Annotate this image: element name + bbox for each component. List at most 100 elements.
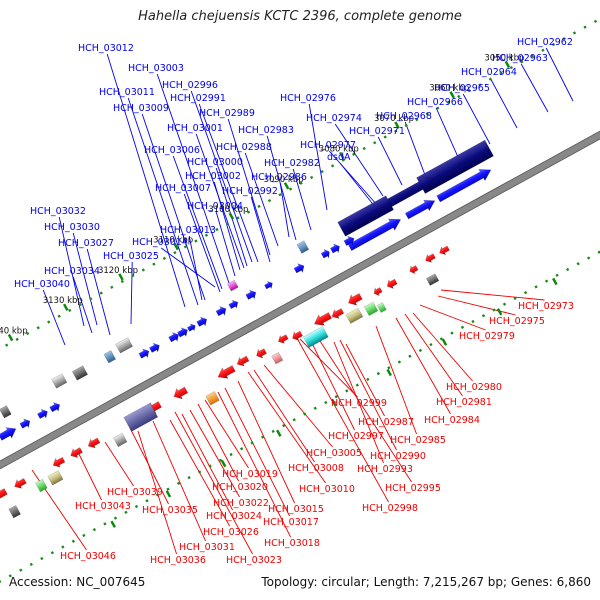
gene-label-minus: HCH_03046 [60, 551, 116, 562]
leader-line [435, 107, 459, 158]
gene-feature-arrow [404, 199, 436, 220]
scale-dot [166, 487, 170, 491]
leader-line [181, 413, 233, 511]
gene-label-plus: HCH_02989 [199, 108, 255, 119]
scale-dot [162, 256, 167, 261]
scale-dot [99, 291, 103, 295]
scale-dot [225, 222, 230, 226]
scale-dot [194, 239, 198, 243]
gene-label-minus: HCH_02993 [357, 464, 413, 475]
gene-feature-arrow [228, 299, 239, 310]
scale-dot [324, 400, 328, 405]
scale-dot [499, 71, 503, 76]
scale-dot [572, 31, 577, 35]
gene-label-plus: HCH_02977 [300, 140, 356, 151]
scale-dot [197, 470, 202, 474]
kbp-tick [173, 242, 179, 251]
scale-dot [236, 216, 240, 220]
scale-dot [541, 48, 545, 52]
gene-feature-arrow [217, 365, 236, 379]
gene-feature-arrow [215, 306, 227, 317]
scale-dot [576, 262, 580, 266]
scale-dot [345, 389, 349, 393]
gene-feature-arrow [313, 312, 333, 326]
gene-feature-arrow [386, 278, 398, 289]
gene-feature-arrow [385, 177, 435, 208]
scale-dot [261, 435, 265, 439]
gene-label-minus: HCH_02987 [358, 417, 414, 428]
scale-dot [471, 319, 475, 324]
scale-dot [593, 19, 598, 23]
kbp-label: 3100 kbp [208, 205, 248, 215]
gene-label-plus: HCH_03001 [167, 123, 223, 134]
scale-dot [530, 54, 535, 58]
gene-feature-arrow [292, 330, 303, 341]
kbp-ticks [7, 60, 558, 528]
scale-dot [271, 429, 275, 434]
leader-line [42, 289, 66, 346]
kbp-tick [283, 182, 290, 190]
gene-feature-box [205, 391, 220, 406]
leader-line [77, 451, 102, 501]
gene-label-plus: HCH_02986 [251, 172, 307, 183]
scale-dot [92, 528, 97, 532]
kbp-label: 3140 kbp [0, 327, 28, 337]
scale-dot [239, 447, 244, 451]
gene-label-minus: HCH_03043 [75, 501, 131, 512]
scale-dot [408, 354, 412, 358]
leader-line [462, 93, 491, 145]
leader-line [250, 196, 271, 263]
scale-dot [134, 504, 139, 509]
scale-dot [492, 308, 496, 312]
kbp-label: 3110 kbp [153, 235, 193, 245]
scale-dot [383, 135, 387, 139]
gene-label-minus: HCH_02998 [362, 503, 418, 514]
gene-label-plus: HCH_03012 [78, 43, 134, 54]
scale-dot [555, 273, 559, 277]
scale-dot [373, 141, 377, 145]
kbp-label: 3080 kbp [319, 144, 359, 154]
scale-dot [341, 158, 345, 162]
kbp-tick [220, 459, 227, 468]
gene-feature-arrow [236, 355, 250, 367]
gene-label-plus: HCH_03007 [155, 183, 211, 194]
gene-label-plus: HCH_02964 [461, 67, 517, 78]
leader-line [263, 364, 333, 448]
scale-dot [50, 551, 54, 555]
gene-label-plus: HCH_03027 [58, 238, 114, 249]
scale-dot [534, 285, 538, 289]
scale-dot [488, 77, 492, 81]
gene-feature-arrow [37, 408, 48, 420]
kbp-label: 3070 kbp [374, 114, 414, 124]
kbp-tick [276, 429, 282, 437]
kbp-tick [496, 308, 503, 316]
kbp-tick [386, 368, 392, 377]
scale-dot [19, 568, 23, 572]
scale-dot [250, 441, 254, 445]
gene-feature-arrow [196, 316, 208, 327]
kbp-tick [331, 399, 337, 407]
leader-line [292, 168, 312, 231]
leader-line [297, 339, 389, 503]
scale-dot [397, 360, 401, 364]
leader-line [419, 304, 486, 331]
scale-dot [562, 37, 566, 41]
leader-line [299, 338, 358, 398]
leader-line [333, 341, 384, 464]
gene-label-plus: HCH_02982 [264, 158, 320, 169]
gene-label-plus: HCH_03002 [185, 171, 241, 182]
gene-label-plus: HCH_03009 [113, 103, 169, 114]
scale-dot [246, 210, 251, 214]
gene-feature-arrow [173, 386, 189, 400]
scale-dot [68, 308, 72, 313]
scale-dot [418, 348, 423, 353]
scale-dot [425, 112, 429, 116]
gene-feature-arrow [293, 263, 305, 274]
leader-line [174, 411, 253, 555]
leader-line [377, 136, 403, 186]
scale-dot [313, 406, 317, 410]
kbp-label: 3060 kbp [429, 84, 469, 94]
gene-feature-arrow [70, 447, 83, 458]
gene-label-plus: HCH_02963 [492, 53, 548, 64]
scale-dot [47, 320, 51, 324]
